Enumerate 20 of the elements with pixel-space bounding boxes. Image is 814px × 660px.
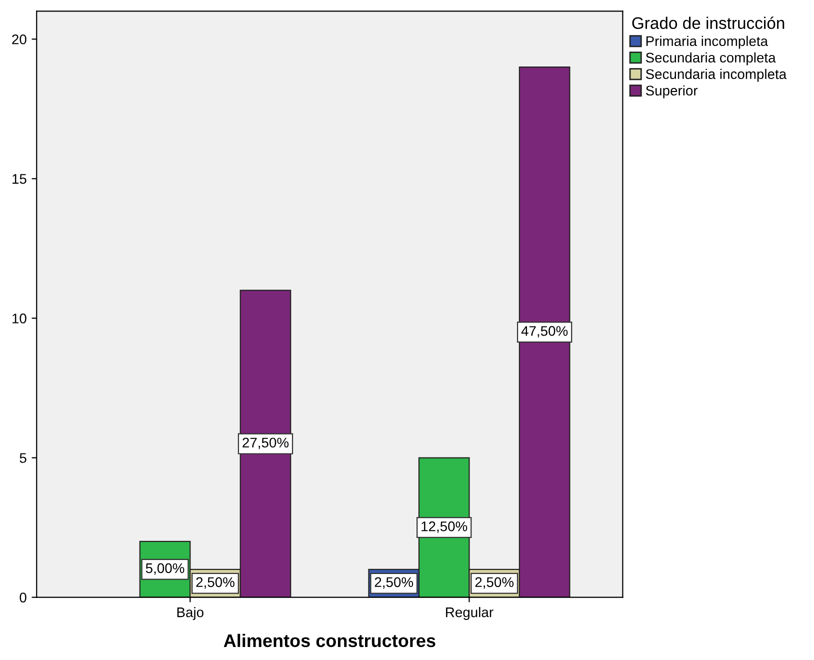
legend-label: Superior [646,85,698,98]
y-tick-label: 10 [12,314,26,324]
y-tick-label: 5 [20,453,26,463]
annotation: 2,50% [196,577,234,589]
legend-label: Primaria incompleta [646,36,768,49]
annotation: 47,50% [521,326,568,338]
annotation: 2,50% [374,577,414,589]
y-tick-label: 20 [12,34,26,44]
x-tick-label: Regular [446,607,494,620]
annotation: 5,00% [146,563,184,575]
annotation: 2,50% [475,577,514,589]
legend-label: Secundaria incompleta [646,68,787,82]
x-axis-title: Alimentos constructores [224,634,436,648]
y-tick-label: 0 [20,592,26,602]
x-tick-label: Bajo [177,607,204,620]
y-tick-label: 15 [12,174,26,184]
annotation: 12,50% [422,521,468,533]
annotation: 27,50% [242,438,289,450]
legend-label: Secundaria completa [646,52,776,66]
legend-title: Grado de instrucción [632,16,784,30]
